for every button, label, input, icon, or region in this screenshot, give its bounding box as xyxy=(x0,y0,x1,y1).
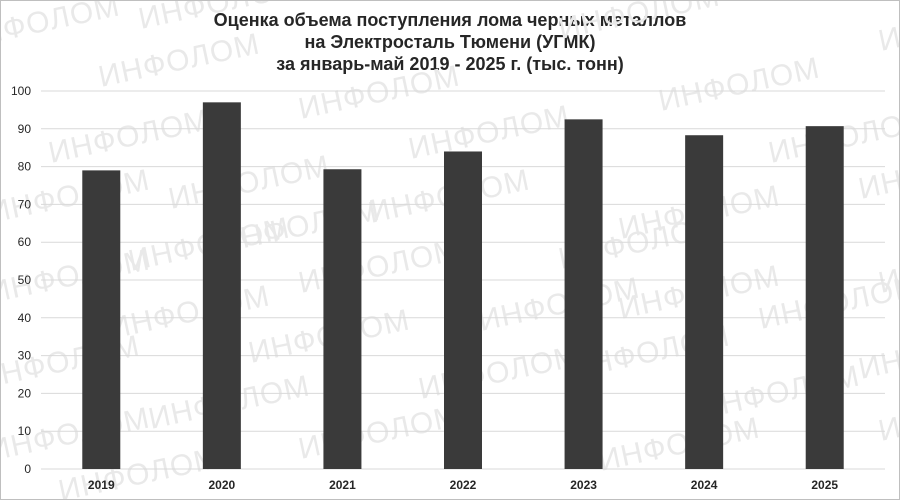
y-tick-label: 50 xyxy=(18,273,32,287)
y-tick-label: 10 xyxy=(18,424,32,438)
x-tick-label: 2023 xyxy=(570,478,597,492)
y-tick-label: 80 xyxy=(18,160,32,174)
watermark-text: ИНФОЛОМ xyxy=(856,319,899,385)
y-tick-label: 70 xyxy=(18,197,32,211)
watermark-text: ИНФОЛОМ xyxy=(46,103,213,169)
chart-title: Оценка объема поступления лома черных ме… xyxy=(1,9,899,75)
bar-2019 xyxy=(82,170,121,469)
chart-title-line-3: за январь-май 2019 - 2025 г. (тыс. тонн) xyxy=(276,54,624,74)
watermark-text: ИНФОЛОМ xyxy=(656,51,823,117)
bar-2020 xyxy=(202,102,241,469)
watermark-text: ИНФОЛОМ xyxy=(476,271,643,337)
watermark-text: ИНФОЛОМ xyxy=(296,233,463,299)
chart-title-line-2: на Электросталь Тюмени (УГМК) xyxy=(304,32,596,52)
bar-2023 xyxy=(564,119,603,469)
y-tick-label: 100 xyxy=(11,84,31,98)
y-tick-label: 60 xyxy=(18,235,32,249)
y-tick-label: 40 xyxy=(18,311,32,325)
watermark-text: ИНФОЛОМ xyxy=(556,1,723,46)
x-tick-label: 2022 xyxy=(450,478,477,492)
bar-2024 xyxy=(685,135,724,469)
chart-title-line-1: Оценка объема поступления лома черных ме… xyxy=(213,10,687,30)
bar-2025 xyxy=(805,126,844,470)
watermark-text: ИНФОЛОМ xyxy=(56,441,223,499)
watermark-text: ИНФОЛОМ xyxy=(1,1,123,56)
x-tick-label: 2024 xyxy=(691,478,718,492)
watermark-text: ИНФОЛОМ xyxy=(416,339,583,405)
watermark-text: ИНФОЛОМ xyxy=(596,411,763,477)
y-tick-label: 90 xyxy=(18,122,32,136)
watermark-text: ИНФОЛОМ xyxy=(166,149,333,215)
y-tick-label: 30 xyxy=(18,349,32,363)
watermark-text: ИНФОЛОМ xyxy=(406,99,573,165)
y-tick-label: 0 xyxy=(24,462,31,476)
watermark-text: ИНФОЛОМ xyxy=(296,399,463,465)
watermark-text: ИНФОЛОМ xyxy=(876,381,899,447)
x-tick-label: 2019 xyxy=(88,478,115,492)
watermark-text: ИНФОЛОМ xyxy=(136,1,303,36)
bar-2021 xyxy=(323,169,362,469)
bar-2022 xyxy=(444,151,482,470)
x-tick-label: 2021 xyxy=(329,478,356,492)
watermark-text: ИНФОЛОМ xyxy=(296,59,463,125)
y-tick-label: 20 xyxy=(18,386,32,400)
x-tick-label: 2020 xyxy=(209,478,236,492)
watermark-text: ИНФОЛОМ xyxy=(876,1,899,58)
watermark-text: ИНФОЛОМ xyxy=(96,27,263,93)
x-tick-label: 2025 xyxy=(811,478,838,492)
